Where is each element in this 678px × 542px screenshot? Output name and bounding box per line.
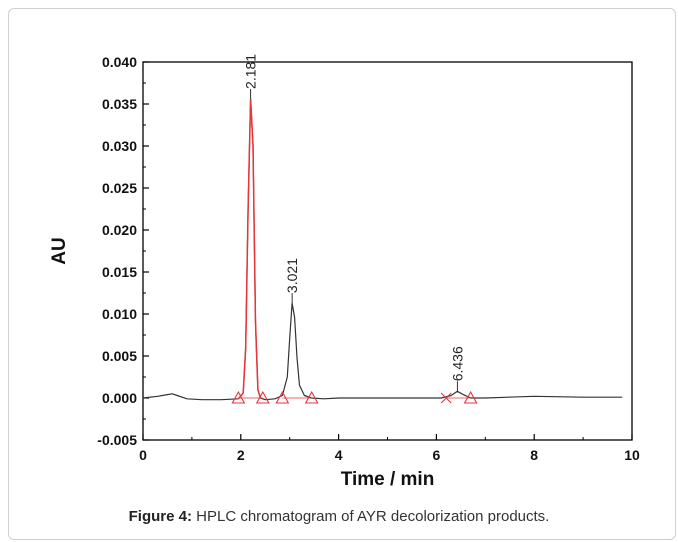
chromatogram-trace [142,98,623,401]
x-tick-label: 6 [433,447,441,463]
peak-label: 2.181 [243,54,259,89]
y-tick-label: -0.005 [97,432,137,448]
x-tick-label: 0 [139,447,147,463]
peak-label: 3.021 [284,258,300,293]
y-tick-label: 0.000 [102,390,137,406]
plot-area-frame [142,61,633,441]
peak-start-marker [275,390,290,404]
peak-end-marker [304,390,319,404]
x-tick-label: 2 [237,447,245,463]
peak-end-marker [463,390,478,404]
x-tick-label: 4 [335,447,343,463]
y-tick-label: 0.035 [102,96,137,112]
chart-axes: -0.005 0.000 0.005 0.010 0.015 0.020 0.025 0.03… [97,54,640,463]
caption-text: HPLC chromatogram of AYR decolorization … [191,508,550,525]
figure-frame [8,8,676,540]
peak-start-marker [440,392,452,404]
chart-labels: Time / min AU 2.181 3.021 6.436 [49,54,465,490]
peak-start-marker [231,390,246,404]
y-axis-title: AU [49,237,70,264]
y-tick-label: 0.015 [102,264,137,280]
chart-traces [142,98,623,401]
y-tick-label: 0.005 [102,348,137,364]
y-tick-label: 0.010 [102,306,137,322]
peak-markers [231,390,478,404]
y-tick-label: 0.025 [102,180,137,196]
x-tick-label: 8 [530,447,538,463]
y-tick-label: 0.030 [102,138,137,154]
figure-caption: Figure 4: HPLC chromatogram of AYR decol… [0,508,678,525]
y-tick-label: 0.020 [102,222,137,238]
peak-label: 6.436 [449,346,465,381]
x-tick-label: 10 [624,447,640,463]
caption-label: Figure 4: [128,508,192,525]
y-tick-label: 0.040 [102,54,137,70]
highlighted-peak-trace [237,98,262,400]
peak-end-marker [255,390,270,404]
x-axis-title: Time / min [341,469,435,490]
